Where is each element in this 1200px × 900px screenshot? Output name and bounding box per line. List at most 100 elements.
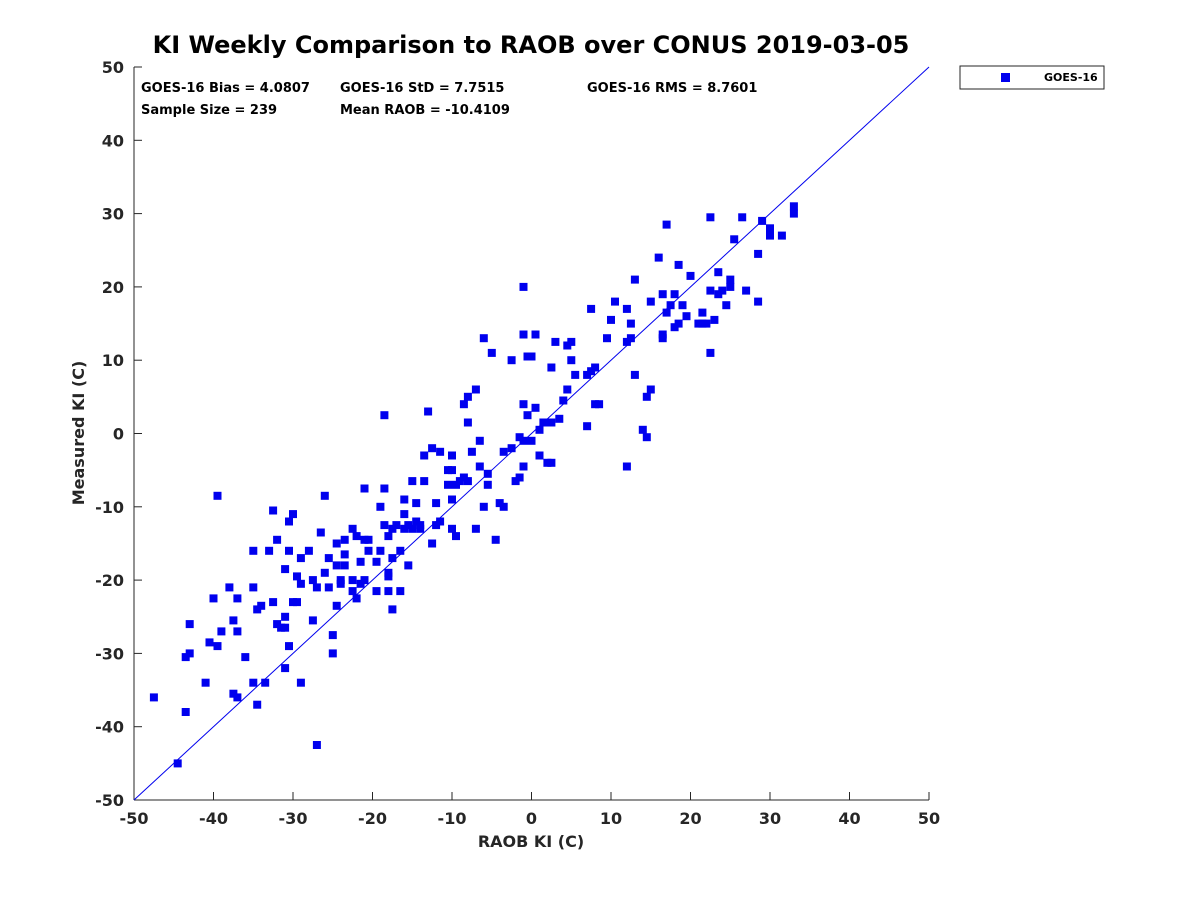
legend-marker [1001, 73, 1010, 82]
data-point [706, 286, 715, 295]
y-tick-label: -30 [95, 644, 124, 663]
data-point [416, 524, 425, 533]
data-point [213, 491, 222, 500]
y-tick-label: 20 [102, 278, 124, 297]
data-point [388, 554, 397, 563]
data-point [479, 334, 488, 343]
data-point [463, 392, 472, 401]
x-axis-label: RAOB KI (C) [478, 832, 584, 851]
data-point [710, 315, 719, 324]
data-point [308, 576, 317, 585]
data-point [670, 290, 679, 299]
data-point [674, 260, 683, 269]
x-tick-label: 0 [526, 809, 537, 828]
data-point [149, 693, 158, 702]
y-tick-label: 30 [102, 205, 124, 224]
data-point [714, 268, 723, 277]
data-point [253, 700, 262, 709]
data-point [547, 458, 556, 467]
data-point [304, 546, 313, 555]
data-point [261, 678, 270, 687]
data-point [436, 517, 445, 526]
data-point [273, 535, 282, 544]
data-point [448, 451, 456, 460]
y-tick-label: 10 [102, 351, 124, 370]
data-point [185, 649, 194, 658]
data-point [289, 510, 297, 519]
data-point [519, 436, 528, 445]
stat-std: GOES-16 StD = 7.7515 [340, 81, 504, 96]
data-point [459, 400, 468, 409]
y-tick-label: -40 [95, 718, 124, 737]
data-point [630, 370, 639, 379]
data-point [384, 532, 393, 541]
data-point [328, 649, 337, 658]
data-point [281, 565, 290, 574]
data-point [396, 546, 405, 555]
data-point [722, 301, 731, 310]
data-point [658, 290, 667, 299]
data-point [463, 418, 472, 427]
data-point [213, 642, 222, 651]
data-point [320, 568, 329, 577]
data-point [348, 576, 357, 585]
data-point [173, 759, 182, 768]
data-point [662, 308, 671, 317]
data-point [229, 616, 238, 625]
data-point [269, 506, 278, 515]
data-point [507, 356, 516, 365]
stat-sample-size: Sample Size = 239 [141, 103, 277, 118]
data-point [380, 484, 389, 493]
data-point [519, 400, 528, 409]
data-point [233, 693, 242, 702]
data-point [642, 433, 651, 442]
data-point [646, 385, 655, 394]
data-point [666, 301, 675, 310]
data-point [360, 576, 369, 585]
data-point [332, 561, 341, 570]
data-point [658, 330, 667, 339]
data-point [491, 535, 500, 544]
data-point [396, 587, 405, 596]
data-point [638, 425, 647, 434]
data-point [185, 620, 194, 629]
data-point [444, 480, 452, 489]
data-point [392, 521, 401, 530]
data-point [523, 411, 532, 420]
y-tick-label: -20 [95, 571, 124, 590]
data-point [428, 444, 437, 453]
data-point [332, 601, 341, 610]
data-point [376, 546, 385, 555]
x-tick-label: -50 [120, 809, 149, 828]
data-point [336, 576, 345, 585]
data-point [424, 407, 433, 416]
data-point [754, 297, 763, 306]
data-point [471, 385, 480, 394]
data-point [595, 400, 604, 409]
data-point [285, 546, 293, 555]
data-point [181, 708, 190, 716]
data-point [706, 213, 715, 222]
data-point [467, 447, 476, 456]
y-tick-label: -10 [95, 498, 124, 517]
data-point [567, 337, 576, 346]
data-point [547, 418, 556, 427]
data-point [380, 521, 389, 530]
data-point [324, 554, 333, 563]
data-point [320, 491, 329, 500]
y-tick-label: 0 [113, 425, 124, 444]
data-point [531, 330, 540, 339]
data-point [316, 528, 325, 537]
y-tick-label: -50 [95, 791, 124, 810]
data-point [603, 334, 611, 343]
data-point [678, 301, 687, 310]
x-tick-label: 10 [600, 809, 622, 828]
data-point [571, 370, 580, 379]
data-point [293, 572, 301, 581]
data-point [241, 653, 250, 662]
data-point [340, 561, 349, 570]
x-tick-label: 40 [838, 809, 860, 828]
stat-bias: GOES-16 Bias = 4.0807 [141, 81, 310, 96]
data-point [754, 249, 763, 258]
data-point [479, 502, 488, 511]
